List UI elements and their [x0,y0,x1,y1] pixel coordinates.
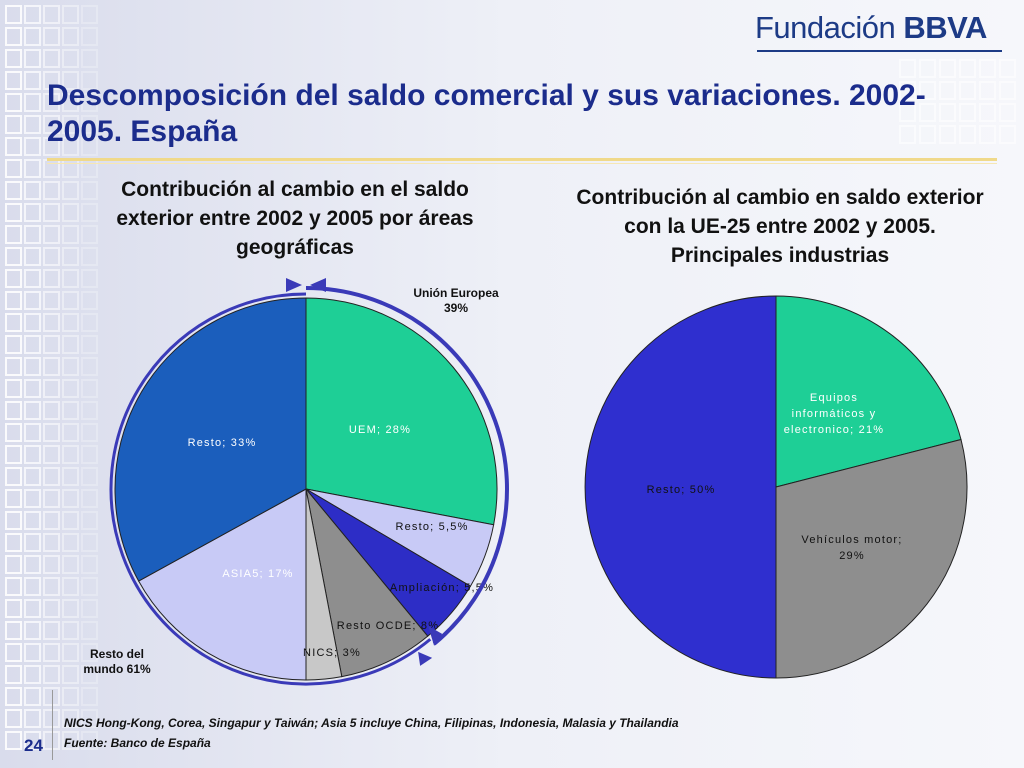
chart1-title: Contribución al cambio en el saldo exter… [116,178,474,259]
pie1-label-3: Resto OCDE; 8% [337,620,439,632]
bracket-arrow-bottom-1 [428,625,443,646]
page-title: Descomposición del saldo comercial y sus… [47,79,926,148]
rest-world-annotation: Resto del mundo 61% [83,647,151,676]
brand-logo: Fundación BBVA [755,10,987,46]
title-rule-thin [47,163,997,164]
chart2-title: Contribución al cambio en saldo exterior… [576,186,984,267]
pie1-label-6: Resto; 33% [188,437,257,449]
pie2-slice-0 [775,295,962,488]
logo-text: Fundación [755,10,896,45]
pie1-label-5: ASIA5; 17% [222,568,293,580]
pie2-label-0: Equipos informáticos y electronico; 21% [784,392,885,436]
logo-bold: BBVA [903,10,987,45]
pie1-slice-0 [305,297,498,526]
page-number-divider [52,690,53,760]
ue-value: 39% [443,301,469,315]
pie1-slice-3 [305,488,429,678]
rest-world-bracket-arc [109,292,432,686]
pie-chart-industries: Equipos informáticos y electronico; 21% Veh… [584,295,968,679]
footer-source: Fuente: Banco de España [64,736,211,750]
pie1-slice-6 [114,297,307,582]
ue-label: Unión Europea [413,286,499,300]
pie-chart-regions: UEM; 28% Resto; 5,5% Ampliación; 5,5% Resto… [109,278,509,686]
pie1-slice-5 [137,488,307,681]
pie2-slice-2 [584,295,777,679]
pie1-label-4: NICS; 3% [303,647,361,659]
pie1-label-2: Ampliación; 5,5% [390,582,494,594]
bracket-arrow-bottom-2 [418,651,433,666]
ue-bracket-arc [305,286,509,646]
page-number: 24 [24,736,43,755]
pie2-label-1: Vehículos motor; 29% [801,534,902,562]
footer-note: NICS Hong-Kong, Corea, Singapur y Taiwán… [64,716,679,730]
pie2-slice-1 [775,438,968,679]
ue-annotation: Unión Europea 39% [396,286,516,316]
pie1-label-0: UEM; 28% [349,424,411,436]
pie2-label-2: Resto; 50% [647,484,716,496]
logo-underline [757,50,1002,52]
title-rule [47,158,997,161]
bracket-arrow-top-left [286,278,302,292]
bracket-arrow-top-right [310,278,326,292]
pie1-label-1: Resto; 5,5% [395,521,468,533]
